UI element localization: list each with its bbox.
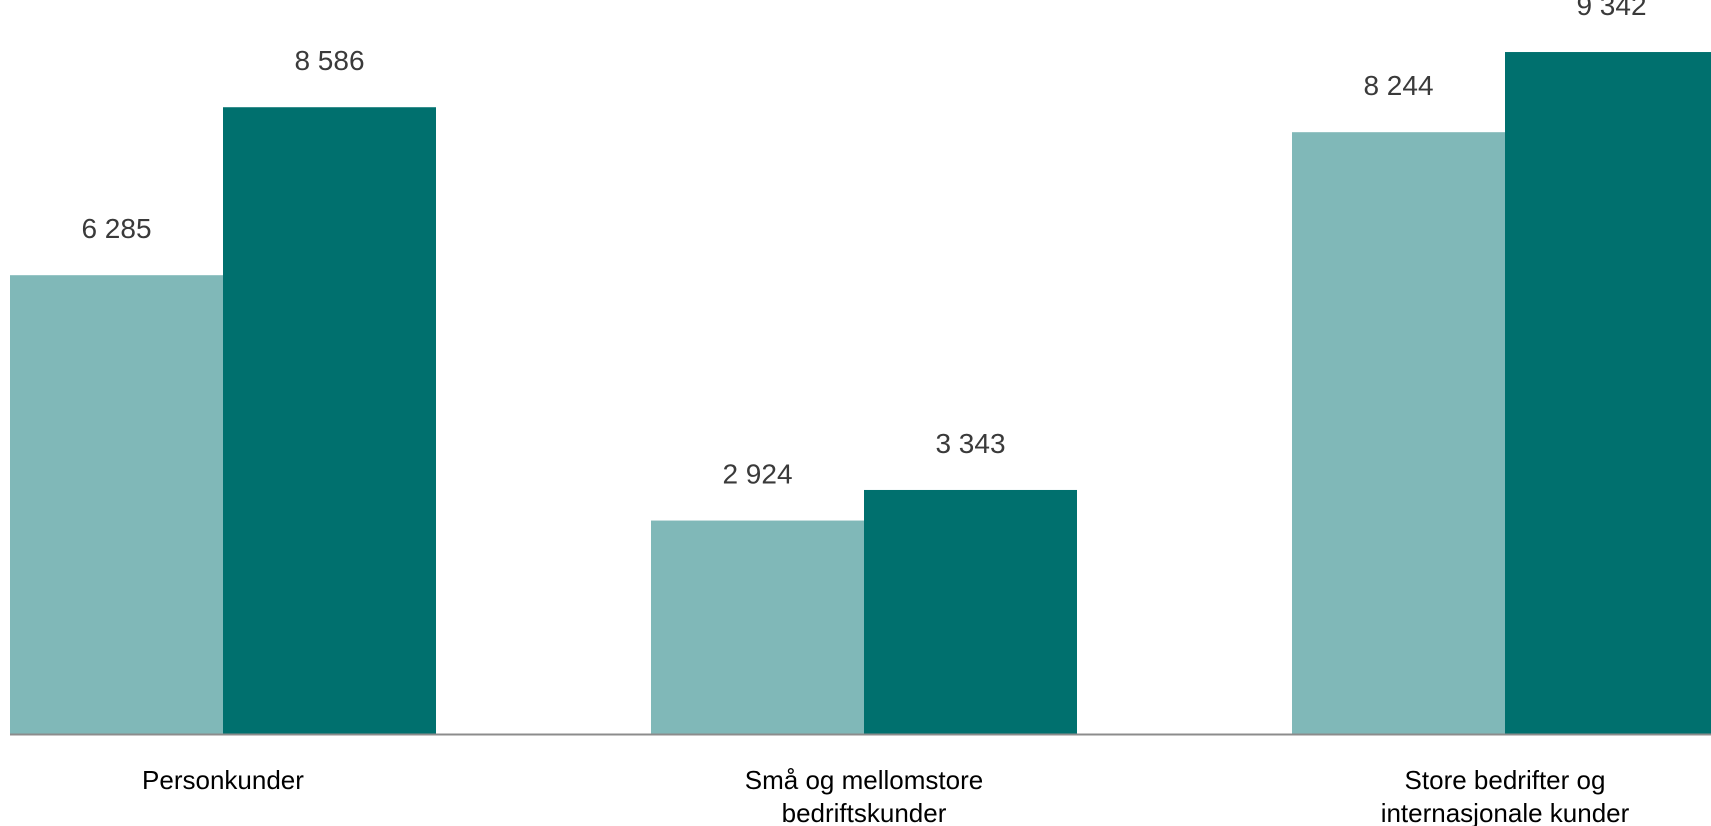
data-label-series1-cat2: 2 924 xyxy=(722,459,792,490)
category-labels-group: Personkunder Små og mellomstore bedriftsku… xyxy=(142,765,1630,826)
bar-series1-cat2 xyxy=(651,520,864,734)
data-label-series2-cat2: 3 343 xyxy=(935,428,1005,459)
data-label-series2-cat1: 8 586 xyxy=(294,45,364,76)
bar-series2-cat1 xyxy=(223,107,436,735)
category-label-line: bedriftskunder xyxy=(782,798,947,826)
data-label-series1-cat3: 8 244 xyxy=(1363,70,1433,101)
value-labels-group: 6 285 8 586 2 924 3 343 8 244 9 342 xyxy=(81,0,1646,490)
category-label-3: Store bedrifter og internasjonale kunder xyxy=(1381,765,1630,826)
data-label-series1-cat1: 6 285 xyxy=(81,213,151,244)
category-label-1: Personkunder xyxy=(142,765,304,795)
category-label-line: Store bedrifter og xyxy=(1405,765,1606,795)
bars-group xyxy=(10,52,1711,735)
category-label-line: internasjonale kunder xyxy=(1381,798,1630,826)
data-label-series2-cat3: 9 342 xyxy=(1576,0,1646,21)
bar-series1-cat3 xyxy=(1292,132,1505,735)
bar-series2-cat3 xyxy=(1505,52,1711,735)
category-label-line: Personkunder xyxy=(142,765,304,795)
bar-series1-cat1 xyxy=(10,275,223,734)
category-label-2: Små og mellomstore bedriftskunder xyxy=(745,765,983,826)
category-label-line: Små og mellomstore xyxy=(745,765,983,795)
bar-series2-cat2 xyxy=(864,489,1077,734)
